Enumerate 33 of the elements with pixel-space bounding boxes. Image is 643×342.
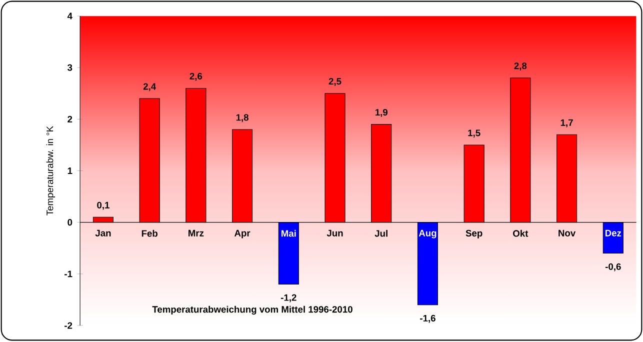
y-tick-label: 4 [67, 13, 72, 20]
data-label: 1,5 [468, 130, 480, 138]
x-tick-label: Apr [234, 230, 250, 239]
x-tick-label: Aug [418, 230, 436, 239]
data-label: -0,6 [605, 264, 621, 272]
x-tick-label: Sep [466, 230, 482, 239]
data-label: 1,8 [236, 114, 248, 122]
data-label: 0,1 [97, 202, 110, 210]
x-tick-label: Jul [374, 230, 388, 237]
data-label: 2,8 [514, 62, 527, 71]
y-tick-label: -2 [64, 322, 72, 329]
data-label: 1,9 [375, 109, 388, 118]
data-label: -1,6 [420, 315, 436, 324]
x-tick-label: Jan [95, 230, 111, 237]
data-label: 2,6 [190, 73, 202, 82]
data-label: -1,2 [280, 294, 296, 302]
x-tick-label: Dez [605, 230, 622, 237]
y-tick-label: 2 [68, 116, 72, 123]
annotation: Temperaturabweichung vom Mittel 1996-2010 [152, 306, 352, 315]
x-tick-label: Mrz [188, 230, 204, 237]
y-tick-label: 0 [68, 219, 72, 226]
x-tick-label: Mai [281, 230, 296, 237]
y-tick-label: 3 [68, 64, 72, 72]
y-tick-label: 1 [68, 168, 72, 174]
data-label: 1,7 [560, 120, 573, 128]
data-label: 2,4 [143, 83, 156, 92]
data-label: 2,5 [328, 78, 342, 86]
x-tick-label: Feb [142, 230, 158, 237]
x-tick-label: Nov [558, 230, 576, 237]
x-tick-label: Jun [326, 230, 343, 237]
y-axis-title: Temperaturabw. in °K [46, 126, 56, 216]
x-tick-label: Okt [513, 230, 528, 237]
y-tick-label: -1 [64, 270, 72, 278]
